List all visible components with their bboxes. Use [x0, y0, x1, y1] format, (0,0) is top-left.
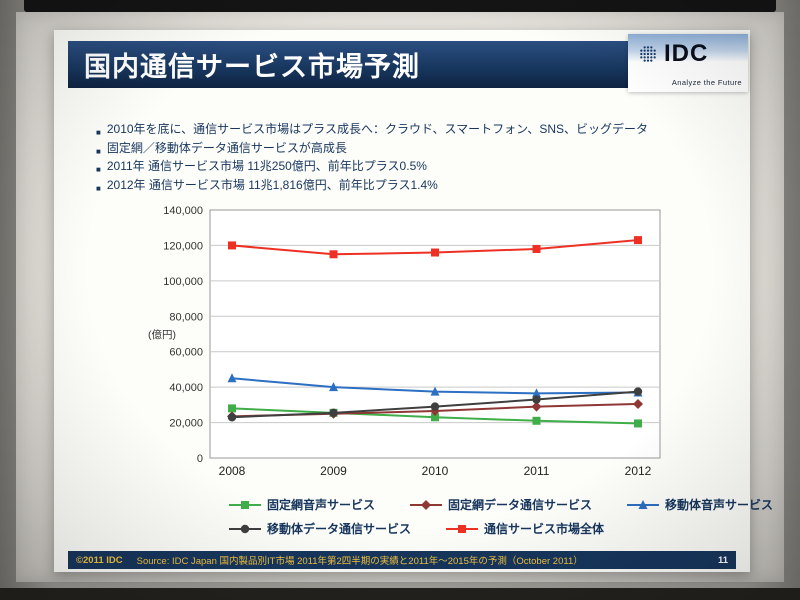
bullet-marker: ■ — [96, 146, 101, 156]
legend-item: 固定網データ通信サービス — [409, 496, 592, 513]
legend-label: 固定網データ通信サービス — [448, 498, 593, 512]
y-tick-label: 20,000 — [169, 418, 203, 430]
y-tick-label: 60,000 — [169, 347, 203, 359]
legend-label: 移動体データ通信サービス — [267, 522, 412, 536]
footer-source: Source: IDC Japan 国内製品別IT市場 2011年第2四半期の実… — [136, 556, 583, 567]
x-tick-label: 2010 — [422, 464, 449, 478]
x-tick-label: 2008 — [219, 464, 246, 478]
legend-label: 移動体音声サービス — [665, 498, 774, 512]
idc-logo-tagline: Analyze the Future — [671, 78, 742, 87]
bullet-text: 2012年 通信サービス市場 11兆1,816億円、前年比プラス1.4% — [106, 177, 438, 192]
chart-legend: 固定網音声サービス 固定網データ通信サービス 移動体音声サービス移動体データ通信サー… — [228, 496, 773, 537]
legend-item: 移動体音声サービス — [626, 496, 773, 513]
legend-item: 固定網音声サービス — [228, 496, 375, 513]
bullet-marker: ■ — [96, 128, 101, 137]
photo-bottom-band — [0, 588, 800, 600]
legend-label: 通信サービス市場全体 — [484, 522, 605, 536]
legend-marker-icon — [229, 524, 261, 533]
bullet-marker: ■ — [96, 183, 101, 193]
x-tick-label: 2009 — [320, 464, 347, 478]
bullet-list: ■ 2010年を底に、通信サービス市場はプラス成長へ：クラウド、スマートフォン、… — [96, 122, 726, 196]
legend-marker-icon — [229, 500, 261, 509]
legend-item: 移動体データ通信サービス — [228, 520, 411, 537]
legend-item: 通信サービス市場全体 — [445, 520, 604, 537]
legend-row: 移動体データ通信サービス 通信サービス市場全体 — [228, 520, 773, 537]
chart-svg: 0 20,000 40,000 60,000 80,000 100,000 120,000 1… — [148, 205, 661, 478]
footer-copyright: ©2011 IDC — [76, 554, 123, 566]
slide-footer: ©2011 IDC Source: IDC Japan 国内製品別IT市場 20… — [68, 551, 736, 569]
slide-header: 国内通信サービス市場予測 — [68, 41, 630, 88]
y-axis-title: (億円) — [148, 328, 176, 341]
legend-row: 固定網音声サービス 固定網データ通信サービス 移動体音声サービス — [228, 496, 773, 513]
bullet-item: ■ 2012年 通信サービス市場 11兆1,816億円、前年比プラス1.4% — [96, 178, 726, 197]
footer-page-number: 11 — [717, 554, 728, 566]
bullet-marker: ■ — [96, 165, 101, 174]
idc-logo: IDC Analyze the Future — [628, 34, 748, 92]
legend-label: 固定網音声サービス — [267, 498, 376, 512]
line-chart: 0 20,000 40,000 60,000 80,000 100,000 120,000 1… — [146, 198, 676, 498]
x-tick-label: 2012 — [625, 464, 652, 478]
idc-globe-icon — [640, 46, 656, 62]
legend-marker-icon — [410, 499, 443, 510]
y-tick-label: 100,000 — [163, 276, 203, 288]
bullet-item: ■ 2011年 通信サービス市場 11兆250億円、前年比プラス0.5% — [96, 159, 726, 178]
bullet-text: 固定網／移動体データ通信サービスが高成長 — [106, 140, 347, 155]
bullet-text: 2011年 通信サービス市場 11兆250億円、前年比プラス0.5% — [106, 159, 427, 173]
bullet-item: ■ 固定網／移動体データ通信サービスが高成長 — [96, 141, 726, 160]
legend-marker-icon — [446, 524, 479, 533]
idc-logo-text: IDC — [664, 40, 709, 67]
x-tick-label: 2011 — [524, 464, 550, 478]
slide: 国内通信サービス市場予測 IDC Analyze the Future ■ 20… — [54, 30, 773, 572]
legend-marker-icon — [627, 499, 660, 509]
y-tick-label: 0 — [197, 453, 203, 465]
projector-screen-top-casing — [24, 0, 776, 12]
y-tick-label: 80,000 — [169, 311, 203, 323]
y-tick-label: 120,000 — [163, 240, 203, 252]
bullet-text: 2010年を底に、通信サービス市場はプラス成長へ：クラウド、スマートフォン、SN… — [106, 122, 649, 136]
bullet-item: ■ 2010年を底に、通信サービス市場はプラス成長へ：クラウド、スマートフォン、… — [96, 122, 726, 141]
y-tick-label: 40,000 — [169, 382, 203, 394]
slide-title: 国内通信サービス市場予測 — [84, 52, 420, 82]
y-tick-label: 140,000 — [163, 205, 203, 217]
